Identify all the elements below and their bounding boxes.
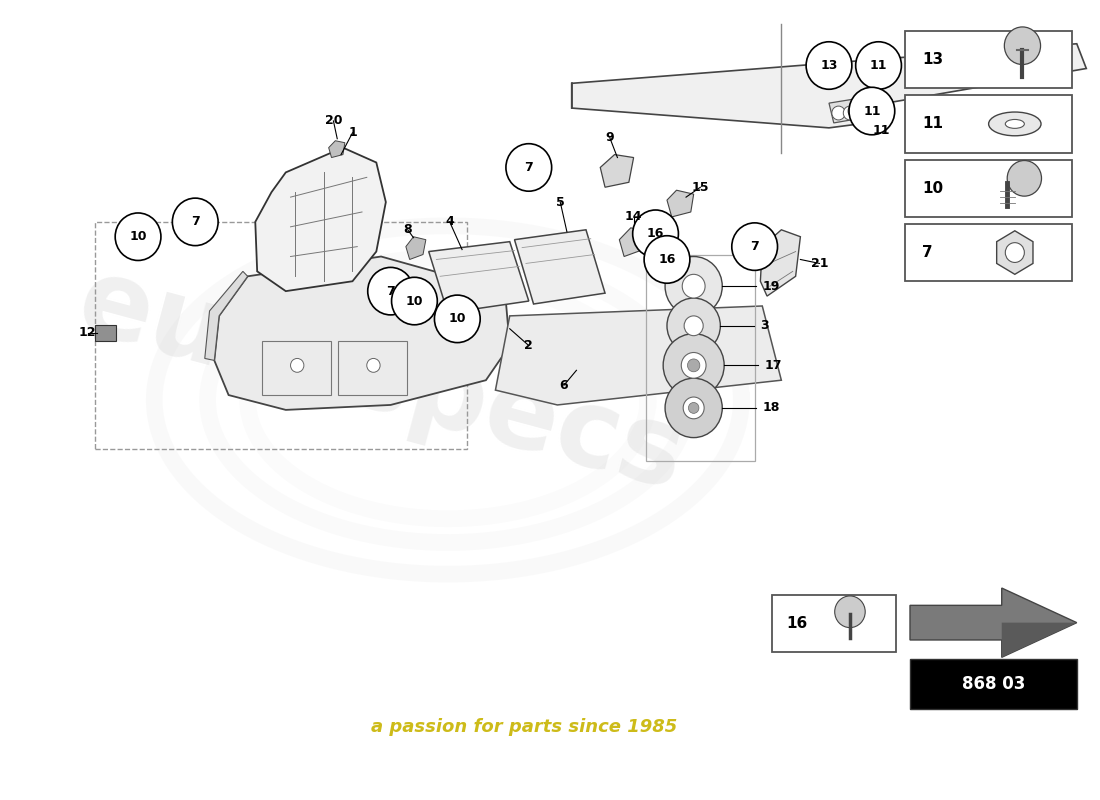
Text: 11: 11 xyxy=(872,124,890,138)
Polygon shape xyxy=(572,44,1087,128)
Text: 1: 1 xyxy=(348,126,356,139)
Polygon shape xyxy=(829,98,862,123)
Text: a passion for parts since 1985: a passion for parts since 1985 xyxy=(371,718,678,735)
Circle shape xyxy=(663,334,724,397)
Circle shape xyxy=(434,295,481,342)
Polygon shape xyxy=(910,588,1077,658)
Circle shape xyxy=(1004,27,1041,65)
Circle shape xyxy=(689,402,698,414)
Circle shape xyxy=(835,596,866,628)
Circle shape xyxy=(688,359,700,372)
Circle shape xyxy=(1005,242,1024,262)
Polygon shape xyxy=(214,257,509,410)
FancyBboxPatch shape xyxy=(905,31,1072,88)
Circle shape xyxy=(844,106,857,120)
Circle shape xyxy=(849,87,894,134)
Text: 8: 8 xyxy=(404,223,412,236)
Circle shape xyxy=(684,316,703,336)
Polygon shape xyxy=(406,237,426,259)
Circle shape xyxy=(832,106,845,120)
Polygon shape xyxy=(997,230,1033,274)
Ellipse shape xyxy=(1005,119,1024,128)
Text: 12: 12 xyxy=(79,326,97,339)
Ellipse shape xyxy=(989,112,1041,136)
Text: 6: 6 xyxy=(560,378,569,392)
Text: 10: 10 xyxy=(449,312,466,326)
Text: 13: 13 xyxy=(821,59,838,72)
FancyBboxPatch shape xyxy=(96,325,117,341)
Text: 5: 5 xyxy=(556,195,564,209)
Text: 7: 7 xyxy=(191,215,199,228)
Circle shape xyxy=(666,257,723,316)
Circle shape xyxy=(173,198,218,246)
Circle shape xyxy=(848,104,861,118)
Circle shape xyxy=(682,274,705,298)
Text: 868 03: 868 03 xyxy=(961,675,1025,693)
FancyBboxPatch shape xyxy=(905,224,1072,282)
Text: 7: 7 xyxy=(525,161,533,174)
Circle shape xyxy=(732,223,778,270)
Text: 3: 3 xyxy=(760,319,769,332)
Text: 7: 7 xyxy=(750,240,759,253)
Circle shape xyxy=(681,353,706,378)
Text: 14: 14 xyxy=(625,210,642,223)
Text: 19: 19 xyxy=(762,280,780,293)
FancyBboxPatch shape xyxy=(905,95,1072,153)
Text: 7: 7 xyxy=(386,285,395,298)
Circle shape xyxy=(366,358,381,372)
Text: 2: 2 xyxy=(525,339,533,352)
Polygon shape xyxy=(205,271,248,361)
Polygon shape xyxy=(429,242,529,313)
FancyBboxPatch shape xyxy=(905,159,1072,217)
FancyBboxPatch shape xyxy=(772,595,895,652)
Circle shape xyxy=(666,378,723,438)
Text: 10: 10 xyxy=(923,181,944,196)
Circle shape xyxy=(667,298,721,354)
Text: 4: 4 xyxy=(446,215,454,228)
Circle shape xyxy=(392,278,438,325)
Text: 16: 16 xyxy=(647,227,664,240)
Circle shape xyxy=(116,213,161,261)
FancyBboxPatch shape xyxy=(910,659,1077,709)
Polygon shape xyxy=(760,230,801,296)
Text: eurospecs: eurospecs xyxy=(66,248,695,512)
Text: 16: 16 xyxy=(786,616,807,631)
Text: 16: 16 xyxy=(658,253,675,266)
Text: 15: 15 xyxy=(692,181,710,194)
Polygon shape xyxy=(619,228,648,257)
Text: 7: 7 xyxy=(923,245,933,260)
Text: 9: 9 xyxy=(605,131,614,144)
Text: 10: 10 xyxy=(130,230,146,243)
Text: 13: 13 xyxy=(923,52,944,67)
Text: 21: 21 xyxy=(811,257,828,270)
Polygon shape xyxy=(255,148,386,291)
Text: 11: 11 xyxy=(864,105,881,118)
Text: 20: 20 xyxy=(324,114,342,127)
Circle shape xyxy=(645,236,690,283)
Polygon shape xyxy=(601,154,634,187)
Polygon shape xyxy=(515,230,605,304)
Polygon shape xyxy=(495,306,781,405)
Circle shape xyxy=(856,42,901,90)
Circle shape xyxy=(506,144,552,191)
Circle shape xyxy=(683,397,704,419)
Polygon shape xyxy=(667,190,694,217)
Polygon shape xyxy=(329,141,345,158)
Circle shape xyxy=(290,358,304,372)
Text: 18: 18 xyxy=(762,402,780,414)
Circle shape xyxy=(806,42,851,90)
Text: 10: 10 xyxy=(406,294,424,307)
Text: 11: 11 xyxy=(870,59,888,72)
Circle shape xyxy=(367,267,414,315)
Text: 17: 17 xyxy=(764,359,782,372)
Circle shape xyxy=(632,210,679,258)
Polygon shape xyxy=(910,622,1077,658)
Text: 11: 11 xyxy=(923,117,944,131)
Circle shape xyxy=(1008,161,1042,196)
